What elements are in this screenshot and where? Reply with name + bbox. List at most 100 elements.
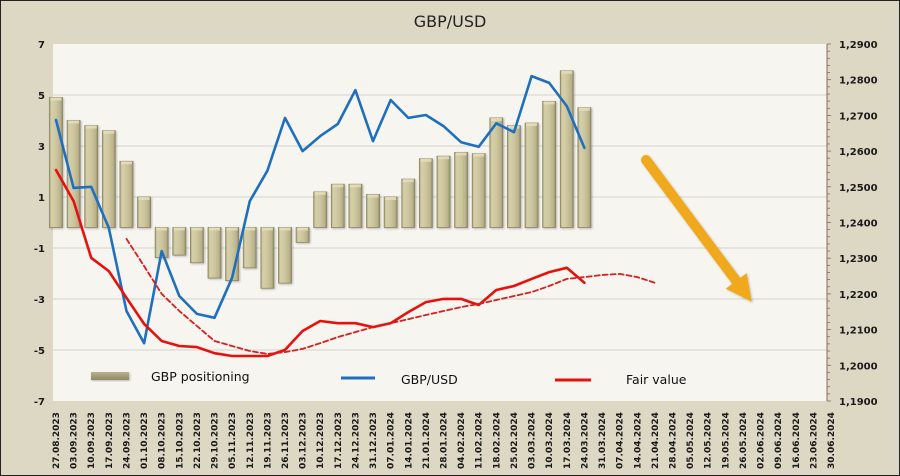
x-axis-tick-label: 09.06.2024 [774, 412, 784, 469]
bar-gbp-positioning [101, 130, 116, 228]
legend-swatch-gbp-positioning [91, 372, 129, 380]
legend-label-fair-value: Fair value [626, 372, 687, 387]
bar-gbp-positioning [49, 97, 63, 228]
x-axis-tick-label: 12.05.2024 [704, 412, 714, 469]
annotations [641, 155, 752, 302]
bar-gbp-positioning [401, 178, 416, 228]
right-axis-tick-label: 1,1900 [839, 397, 878, 408]
x-axis-tick-label: 31.03.2024 [598, 412, 608, 469]
x-axis-tick-label: 10.09.2023 [87, 412, 97, 469]
x-axis-tick-label: 19.05.2024 [721, 412, 731, 469]
x-axis-tick-label: 12.11.2023 [246, 412, 256, 469]
bar-bevel [156, 227, 168, 231]
x-axis-tick-label: 24.09.2023 [122, 412, 132, 469]
bar-gbp-positioning [330, 183, 345, 228]
x-axis-tick-label: 03.09.2023 [70, 412, 80, 469]
x-axis-tick-label: 21.04.2024 [651, 412, 661, 469]
x-axis-tick-label: 24.12.2023 [351, 412, 361, 469]
line-fair-value-trend [125, 237, 656, 355]
trend-arrow-head [725, 273, 752, 302]
x-axis-tick-label: 07.01.2024 [387, 412, 397, 469]
x-axis-tick-label: 28.04.2024 [668, 412, 678, 469]
bar-bevel [402, 179, 414, 183]
bar-gbp-positioning [207, 227, 222, 279]
right-axis-tick-label: 1,2000 [839, 361, 878, 372]
bar-bevel [209, 227, 221, 231]
x-axis-tick-label: 26.11.2023 [281, 412, 291, 469]
x-axis-tick-label: 14.01.2024 [404, 412, 414, 469]
bar-gbp-positioning [559, 70, 574, 228]
right-axis-tick-label: 1,2400 [839, 219, 878, 230]
x-axis-tick-label: 03.12.2023 [299, 412, 309, 469]
bar-bevel [490, 117, 502, 121]
bar-gbp-positioning [507, 125, 521, 228]
bar-gbp-positioning [489, 117, 504, 228]
bar-bevel [173, 227, 185, 231]
right-axis-tick-label: 1,2800 [839, 76, 878, 87]
bar-bevel [191, 227, 203, 231]
bar-gbp-positioning [278, 227, 292, 284]
bar-bevel [367, 194, 379, 198]
right-axis-tick-label: 1,2500 [839, 183, 878, 194]
bar-gbp-positioning [542, 100, 557, 228]
left-axis-tick-label: 1 [38, 193, 45, 204]
bar-bevel [226, 227, 238, 231]
bar-gbp-positioning [242, 227, 257, 269]
x-axis-tick-label: 25.02.2024 [510, 412, 520, 469]
bar-gbp-positioning [454, 151, 469, 228]
x-axis-tick-label: 17.03.2024 [563, 412, 573, 469]
x-axis-tick-label: 05.11.2023 [228, 412, 238, 469]
x-axis-tick-label: 04.02.2024 [457, 412, 467, 469]
left-axis-tick-label: -5 [34, 346, 45, 357]
left-axis-ticks: 7 5 3 1 -1 -3 -5 -7 [34, 40, 45, 408]
x-axis-tick-label: 30.06.2024 [827, 412, 837, 469]
series-lines [54, 74, 656, 358]
bar-bevel [561, 70, 573, 74]
x-axis-tick-label: 16.06.2024 [792, 412, 802, 469]
left-axis-tick-label: -7 [34, 397, 45, 408]
left-axis-tick-label: 5 [38, 91, 45, 102]
x-axis-tick-label: 26.05.2024 [739, 412, 749, 469]
bar-gbp-positioning [119, 160, 134, 228]
right-axis-minor-ticks [827, 43, 831, 402]
bar-bevel [103, 130, 115, 134]
x-axis-tick-label: 05.05.2024 [686, 412, 696, 469]
bar-gbp-positioning [436, 155, 451, 228]
x-axis-tick-label: 17.12.2023 [334, 412, 344, 469]
bar-bevel [332, 184, 344, 188]
bar-bevel [244, 227, 256, 231]
bar-bevel [455, 152, 467, 156]
bar-bevel [50, 97, 62, 101]
bar-bevel [385, 197, 397, 200]
bar-gbp-positioning [418, 158, 433, 228]
x-axis-tick-label: 02.06.2024 [757, 412, 767, 469]
bar-bevel [120, 161, 132, 165]
bar-gbp-positioning [137, 196, 151, 228]
bar-bevel [279, 227, 291, 231]
right-axis-tick-label: 1,2600 [839, 147, 878, 158]
bar-gbp-positioning [348, 183, 363, 228]
x-axis-tick-label: 14.04.2024 [633, 412, 643, 469]
x-axis-tick-label: 11.02.2024 [475, 412, 485, 469]
bar-bevel [261, 227, 273, 231]
bar-gbp-positioning [577, 107, 592, 228]
bar-gbp-positioning [471, 153, 486, 228]
x-axis-tick-label: 29.10.2023 [211, 412, 221, 469]
x-axis-tick-label: 19.11.2023 [263, 412, 273, 469]
legend-label-gbp-positioning: GBP positioning [151, 369, 250, 384]
trend-arrow-shaft [641, 155, 742, 286]
bar-bevel [526, 123, 538, 127]
right-axis-tick-label: 1,2300 [839, 254, 878, 265]
bar-bevel [438, 156, 449, 160]
bar-gbp-positioning [366, 194, 380, 228]
left-axis-tick-label: -3 [34, 295, 45, 306]
x-axis-tick-label: 01.10.2023 [140, 412, 150, 469]
x-axis-tick-label: 03.03.2024 [528, 412, 538, 469]
x-axis-tick-label: 27.08.2023 [52, 412, 62, 469]
left-axis-tick-label: -1 [34, 244, 45, 255]
bar-bevel [85, 125, 97, 129]
x-axis-tick-label: 10.12.2023 [316, 412, 326, 469]
right-axis-tick-label: 1,2100 [839, 326, 878, 337]
bar-bevel [314, 191, 326, 195]
